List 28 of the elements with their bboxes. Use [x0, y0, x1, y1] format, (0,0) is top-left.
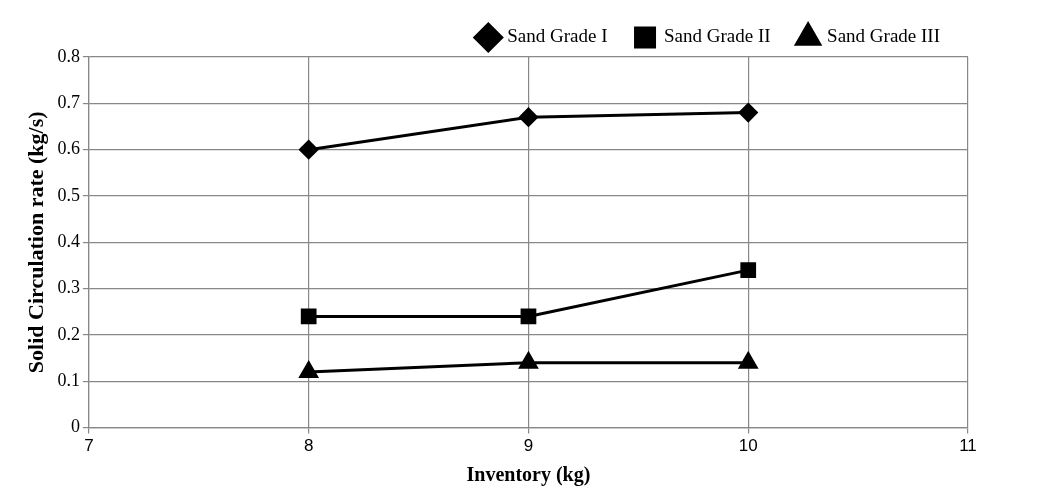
y-tick-label: 0.8 [57, 45, 80, 66]
y-axis-title: Solid Circulation rate (kg/s) [22, 111, 48, 374]
y-tick-label: 0.2 [57, 323, 80, 344]
x-tick-label: 9 [523, 436, 534, 456]
y-tick-label: 0.7 [57, 92, 80, 113]
point [740, 262, 757, 278]
point [519, 352, 538, 369]
y-tick-label: 0.6 [57, 138, 80, 159]
point [300, 308, 317, 325]
y-tick-label: 0.4 [57, 231, 80, 252]
x-tick-label: 10 [738, 436, 758, 456]
y-tick-label: 0 [70, 416, 80, 437]
x-tick-label: 7 [84, 436, 94, 456]
point [299, 361, 318, 379]
point [299, 140, 319, 160]
legend-label: Sand Grade I [507, 25, 608, 47]
legend-label: Sand Grade III [827, 25, 941, 47]
point [738, 103, 758, 123]
point [520, 308, 537, 325]
y-tick-label: 0.3 [57, 277, 80, 298]
point [518, 107, 538, 127]
x-tick-label: 8 [303, 436, 314, 456]
legend-label: Sand Grade II [664, 25, 771, 47]
y-tick-label: 0.1 [57, 370, 80, 391]
x-tick-label: 11 [959, 436, 977, 456]
y-tick-label: 0.5 [57, 184, 80, 205]
point [738, 352, 758, 369]
x-axis-title: Inventory (kg) [466, 463, 591, 487]
